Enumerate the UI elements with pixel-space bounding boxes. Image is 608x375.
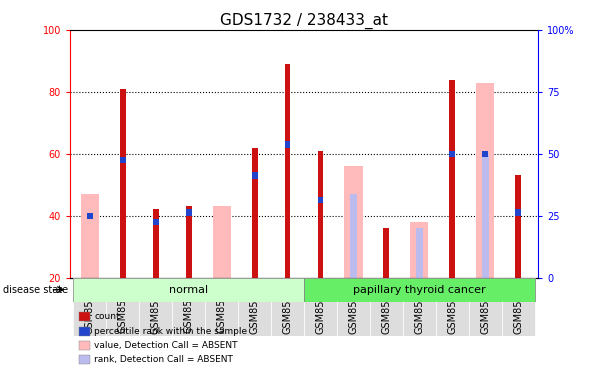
- Bar: [120, 157, 126, 163]
- Text: GSM85219: GSM85219: [216, 280, 227, 333]
- Bar: [476, 82, 494, 278]
- Bar: [238, 278, 271, 336]
- Bar: [213, 206, 230, 278]
- Bar: [172, 278, 205, 336]
- Bar: [271, 278, 304, 336]
- Bar: [73, 278, 106, 336]
- Title: GDS1732 / 238433_at: GDS1732 / 238433_at: [220, 12, 388, 28]
- Text: GSM85216: GSM85216: [118, 280, 128, 333]
- Text: GSM85225: GSM85225: [415, 280, 424, 334]
- Bar: [304, 278, 337, 336]
- Bar: [87, 213, 92, 219]
- Bar: [120, 89, 126, 278]
- Bar: [516, 176, 521, 278]
- Bar: [436, 278, 469, 336]
- Text: GSM85221: GSM85221: [283, 280, 292, 333]
- Text: normal: normal: [169, 285, 208, 295]
- Bar: [482, 151, 488, 157]
- Bar: [81, 194, 98, 278]
- Bar: [106, 278, 139, 336]
- Text: rank, Detection Call = ABSENT: rank, Detection Call = ABSENT: [94, 355, 233, 364]
- Bar: [469, 278, 502, 336]
- Text: GSM85228: GSM85228: [513, 280, 523, 333]
- Bar: [205, 278, 238, 336]
- Text: GSM85223: GSM85223: [348, 280, 359, 333]
- Bar: [153, 219, 159, 225]
- Bar: [153, 209, 159, 278]
- Bar: [285, 141, 291, 148]
- Bar: [337, 278, 370, 336]
- Bar: [185, 206, 192, 278]
- Bar: [252, 172, 258, 178]
- Bar: [516, 209, 521, 216]
- Bar: [317, 151, 323, 278]
- Bar: [317, 197, 323, 203]
- Text: GSM85217: GSM85217: [151, 280, 161, 333]
- Bar: [403, 278, 436, 336]
- Bar: [350, 194, 357, 278]
- Bar: [304, 278, 535, 302]
- Text: GSM85220: GSM85220: [249, 280, 260, 333]
- Text: GSM85227: GSM85227: [480, 280, 490, 334]
- Bar: [344, 166, 362, 278]
- Bar: [185, 209, 192, 216]
- Text: GSM85222: GSM85222: [316, 280, 325, 334]
- Bar: [449, 151, 455, 157]
- Bar: [73, 278, 304, 302]
- Text: count: count: [94, 312, 120, 321]
- Bar: [482, 154, 489, 278]
- Bar: [384, 228, 389, 278]
- Bar: [370, 278, 403, 336]
- Bar: [449, 80, 455, 278]
- Text: disease state: disease state: [3, 285, 68, 295]
- Bar: [410, 222, 429, 278]
- Text: GSM85224: GSM85224: [381, 280, 392, 333]
- Bar: [502, 278, 535, 336]
- Text: papillary thyroid cancer: papillary thyroid cancer: [353, 285, 486, 295]
- Text: percentile rank within the sample: percentile rank within the sample: [94, 327, 247, 336]
- Bar: [416, 228, 423, 278]
- Bar: [285, 64, 291, 278]
- Bar: [139, 278, 172, 336]
- Text: GSM85218: GSM85218: [184, 280, 193, 333]
- Text: GSM85226: GSM85226: [447, 280, 457, 333]
- Text: value, Detection Call = ABSENT: value, Detection Call = ABSENT: [94, 341, 238, 350]
- Bar: [252, 148, 258, 278]
- Text: GSM85215: GSM85215: [85, 280, 95, 333]
